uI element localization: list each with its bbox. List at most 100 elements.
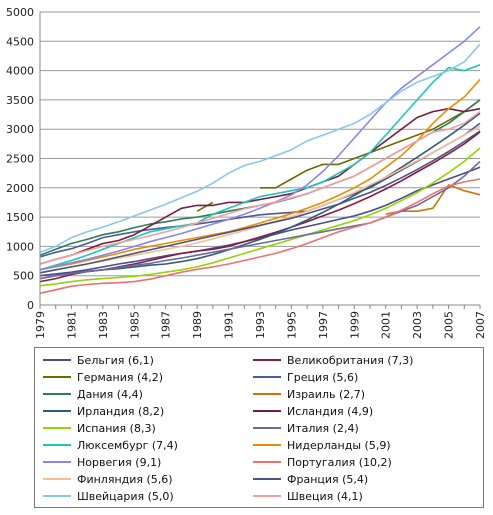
x-tick-label: 1999 bbox=[348, 311, 361, 339]
legend-item: Ирландия (8,2) bbox=[43, 403, 164, 419]
legend-item: Нидерланды (5,9) bbox=[253, 437, 391, 453]
legend-swatch bbox=[253, 495, 281, 497]
legend-swatch bbox=[253, 393, 281, 395]
legend-swatch bbox=[253, 376, 281, 378]
x-tick-label: 1995 bbox=[285, 311, 298, 339]
legend-item: Греция (5,6) bbox=[253, 369, 358, 385]
legend-item: Израиль (2,7) bbox=[253, 386, 365, 402]
legend-item: Швеция (4,1) bbox=[253, 488, 363, 504]
legend-swatch bbox=[43, 495, 71, 497]
legend-label: Швейцария (5,0) bbox=[77, 489, 174, 503]
legend-swatch bbox=[43, 444, 71, 446]
legend-swatch bbox=[253, 478, 281, 480]
legend-swatch bbox=[253, 444, 281, 446]
x-tick-label: 1993 bbox=[254, 311, 267, 339]
series-line-11 bbox=[39, 78, 481, 271]
y-tick-label: 0 bbox=[27, 299, 34, 312]
legend-swatch bbox=[43, 359, 71, 361]
x-axis-ticks: 1979 1981 1983 1985 1987 1989 1991 1993 1995 1997… bbox=[34, 305, 487, 339]
line-chart: 0 500 1000 1500 2000 2500 3000 3500 4000 4500 5000… bbox=[6, 6, 487, 339]
y-axis-ticks: 0 500 1000 1500 2000 2500 3000 3500 4000 4500 5000 bbox=[6, 6, 34, 312]
x-tick-label: 1979 bbox=[34, 311, 47, 339]
y-tick-label: 1000 bbox=[6, 240, 34, 253]
series-line-12 bbox=[39, 26, 481, 271]
legend-swatch bbox=[253, 359, 281, 361]
y-tick-label: 3500 bbox=[6, 94, 34, 107]
legend-item: Италия (2,4) bbox=[253, 420, 359, 436]
legend-label: Испания (8,3) bbox=[77, 421, 156, 435]
series-line-8 bbox=[39, 147, 481, 287]
y-tick-label: 4500 bbox=[6, 35, 34, 48]
legend-item: Дания (4,4) bbox=[43, 386, 143, 402]
legend-swatch bbox=[253, 410, 281, 412]
legend-label: Италия (2,4) bbox=[287, 421, 359, 435]
legend-label: Исландия (4,9) bbox=[287, 404, 374, 418]
legend-swatch bbox=[43, 393, 71, 395]
series-line-9 bbox=[39, 160, 481, 280]
legend-swatch bbox=[43, 410, 71, 412]
legend-item: Португалия (10,2) bbox=[253, 454, 392, 470]
legend-swatch bbox=[43, 427, 71, 429]
series-line-4 bbox=[39, 99, 481, 256]
legend-swatch bbox=[253, 461, 281, 463]
x-tick-label: 2005 bbox=[443, 311, 456, 339]
legend-item: Бельгия (6,1) bbox=[43, 352, 154, 368]
series-line-7 bbox=[39, 107, 481, 265]
x-tick-label: 2001 bbox=[380, 311, 393, 339]
legend-label: Греция (5,6) bbox=[287, 370, 359, 384]
legend-swatch bbox=[43, 478, 71, 480]
legend-item: Великобритания (7,3) bbox=[253, 352, 413, 368]
series-line-3 bbox=[39, 122, 481, 258]
legend-label: Португалия (10,2) bbox=[287, 455, 392, 469]
chart-legend: Бельгия (6,1) Великобритания (7,3) Германи… bbox=[34, 347, 484, 508]
legend-label: Дания (4,4) bbox=[77, 387, 143, 401]
legend-item: Норвегия (9,1) bbox=[43, 454, 161, 470]
legend-label: Финляндия (5,6) bbox=[77, 472, 173, 486]
x-tick-label: 2007 bbox=[474, 311, 487, 339]
legend-label: Швеция (4,1) bbox=[287, 489, 363, 503]
legend-label: Германия (4,2) bbox=[77, 370, 164, 384]
legend-swatch bbox=[43, 461, 71, 463]
legend-label: Люксембург (7,4) bbox=[77, 438, 178, 452]
y-tick-label: 2000 bbox=[6, 182, 34, 195]
x-tick-label: 1997 bbox=[317, 311, 330, 339]
y-tick-label: 5000 bbox=[6, 6, 34, 19]
x-tick-label: 1985 bbox=[128, 311, 141, 339]
legend-label: Нидерланды (5,9) bbox=[287, 438, 391, 452]
legend-item: Исландия (4,9) bbox=[253, 403, 373, 419]
legend-label: Бельгия (6,1) bbox=[77, 353, 154, 367]
series-line-13 bbox=[39, 178, 481, 295]
series-line-10 bbox=[39, 63, 481, 271]
x-tick-label: 1983 bbox=[97, 311, 110, 339]
legend-label: Израиль (2,7) bbox=[287, 387, 366, 401]
y-tick-label: 2500 bbox=[6, 153, 34, 166]
legend-item: Финляндия (5,6) bbox=[43, 471, 173, 487]
legend-item: Швейцария (5,0) bbox=[43, 488, 174, 504]
legend-label: Франция (5,4) bbox=[287, 472, 369, 486]
x-tick-label: 1989 bbox=[191, 311, 204, 339]
series-line-16 bbox=[39, 43, 481, 254]
y-tick-label: 500 bbox=[13, 270, 34, 283]
legend-item: Германия (4,2) bbox=[43, 369, 163, 385]
legend-swatch bbox=[43, 376, 71, 378]
legend-label: Норвегия (9,1) bbox=[77, 455, 162, 469]
y-tick-label: 4000 bbox=[6, 65, 34, 78]
legend-item: Люксембург (7,4) bbox=[43, 437, 178, 453]
axes bbox=[39, 12, 480, 306]
legend-item: Франция (5,4) bbox=[253, 471, 368, 487]
series-line-17 bbox=[39, 110, 481, 265]
legend-label: Ирландия (8,2) bbox=[77, 404, 165, 418]
x-tick-label: 1987 bbox=[160, 311, 173, 339]
series-lines bbox=[39, 26, 481, 295]
legend-label: Великобритания (7,3) bbox=[287, 353, 414, 367]
legend-item: Испания (8,3) bbox=[43, 420, 156, 436]
gridlines bbox=[40, 11, 480, 277]
series-line-15 bbox=[39, 130, 481, 274]
x-tick-label: 2003 bbox=[411, 311, 424, 339]
series-line-0 bbox=[39, 166, 481, 277]
y-tick-label: 3000 bbox=[6, 123, 34, 136]
x-tick-label: 1991 bbox=[223, 311, 236, 339]
y-tick-label: 1500 bbox=[6, 211, 34, 224]
x-tick-label: 1981 bbox=[65, 311, 78, 339]
legend-swatch bbox=[253, 427, 281, 429]
